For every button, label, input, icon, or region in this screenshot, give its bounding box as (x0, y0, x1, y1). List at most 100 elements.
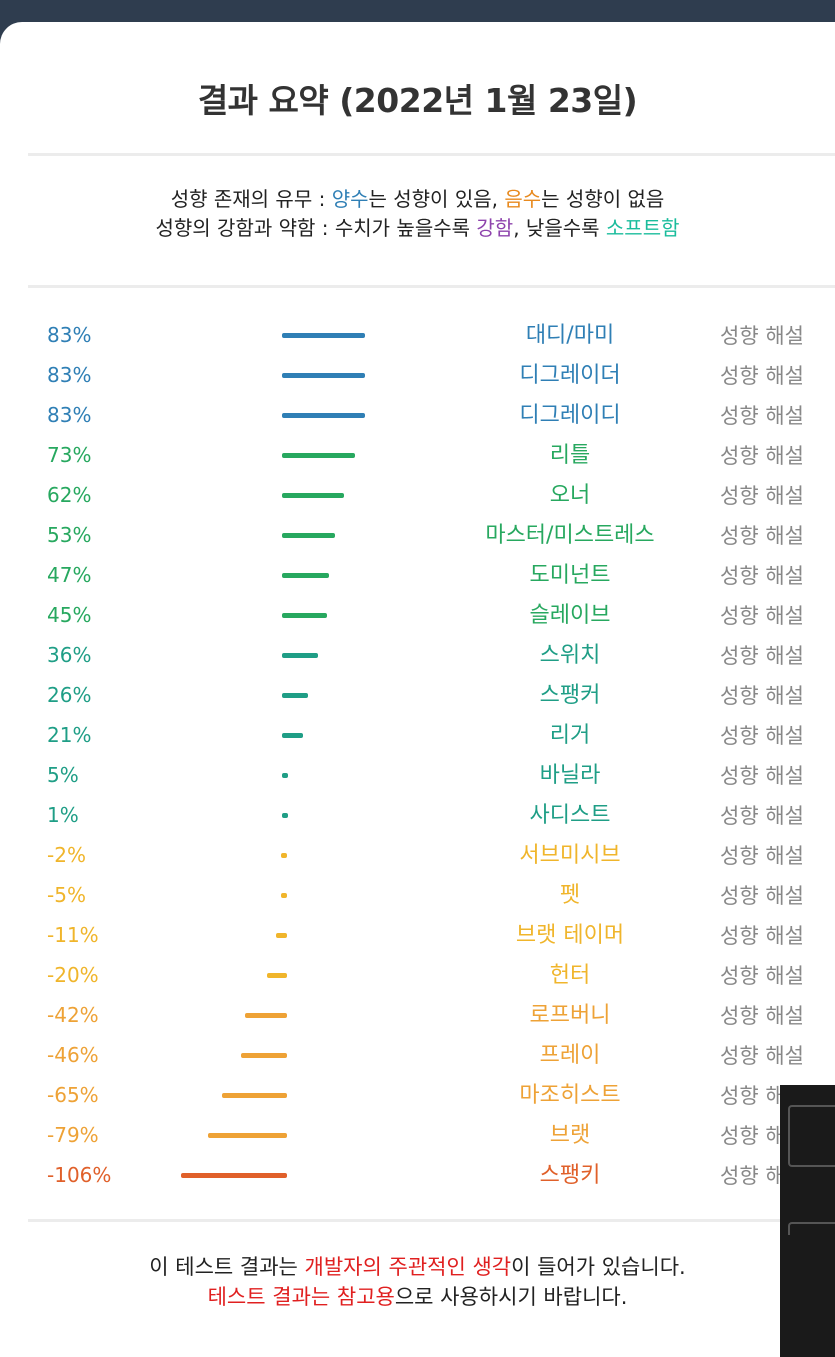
result-name[interactable]: 사디스트 (529, 803, 611, 828)
disclaimer-line-1: 이 테스트 결과는 개발자의 주관적인 생각이 들어가 있습니다. (149, 1255, 686, 1279)
result-name[interactable]: 바닐라 (539, 763, 601, 788)
result-bar (282, 413, 365, 418)
result-name[interactable]: 브랫 테이머 (515, 923, 625, 948)
legend-line-2: 성향의 강함과 약함 : 수치가 높을수록 강함, 낮을수록 소프트함 (155, 216, 680, 240)
divider (28, 153, 835, 156)
result-row: 21% 리거 성향 해설 (0, 722, 835, 762)
result-name[interactable]: 스팽커 (539, 683, 601, 708)
result-name[interactable]: 도미넌트 (529, 563, 611, 588)
result-bar (282, 693, 308, 698)
interpretation-link[interactable]: 성향 해설 (720, 804, 804, 828)
result-bar (281, 853, 287, 858)
result-row: 47% 도미넌트 성향 해설 (0, 562, 835, 602)
result-percent: 83% (47, 323, 92, 347)
interpretation-link[interactable]: 성향 해설 (720, 924, 804, 948)
result-name[interactable]: 디그레이더 (519, 363, 621, 388)
result-name[interactable]: 리거 (549, 723, 591, 748)
result-name[interactable]: 슬레이브 (529, 603, 611, 628)
result-row: 26% 스팽커 성향 해설 (0, 682, 835, 722)
result-percent: 5% (47, 763, 79, 787)
result-percent: 45% (47, 603, 92, 627)
result-row: 1% 사디스트 성향 해설 (0, 802, 835, 842)
result-row: -106% 스팽키 성향 해설 (0, 1162, 835, 1202)
result-row: -46% 프레이 성향 해설 (0, 1042, 835, 1082)
interpretation-link[interactable]: 성향 해설 (720, 684, 804, 708)
disclaimer: 이 테스트 결과는 개발자의 주관적인 생각이 들어가 있습니다. 테스트 결과… (0, 1252, 835, 1312)
interpretation-link[interactable]: 성향 해설 (720, 404, 804, 428)
result-percent: 62% (47, 483, 92, 507)
interpretation-link[interactable]: 성향 해설 (720, 484, 804, 508)
interpretation-link[interactable]: 성향 해설 (720, 964, 804, 988)
result-row: 45% 슬레이브 성향 해설 (0, 602, 835, 642)
interpretation-link[interactable]: 성향 해설 (720, 1044, 804, 1068)
result-bar (181, 1173, 287, 1178)
result-bar (282, 493, 344, 498)
result-row: 83% 대디/마미 성향 해설 (0, 322, 835, 362)
result-percent: -20% (47, 963, 99, 987)
interpretation-link[interactable]: 성향 해설 (720, 764, 804, 788)
result-name[interactable]: 스팽키 (539, 1163, 601, 1188)
interpretation-link[interactable]: 성향 해설 (720, 844, 804, 868)
result-name[interactable]: 오너 (549, 483, 591, 508)
result-bar (282, 453, 355, 458)
result-row: 73% 리틀 성향 해설 (0, 442, 835, 482)
result-percent: 73% (47, 443, 92, 467)
result-name[interactable]: 스위치 (539, 643, 601, 668)
result-bar (245, 1013, 287, 1018)
floating-overlay (780, 1085, 835, 1284)
interpretation-link[interactable]: 성향 해설 (720, 604, 804, 628)
result-percent: -5% (47, 883, 86, 907)
result-percent: 21% (47, 723, 92, 747)
interpretation-link[interactable]: 성향 해설 (720, 564, 804, 588)
result-percent: 47% (47, 563, 92, 587)
result-name[interactable]: 마조히스트 (519, 1083, 621, 1108)
result-row: 36% 스위치 성향 해설 (0, 642, 835, 682)
result-name[interactable]: 펫 (559, 883, 581, 908)
result-name[interactable]: 로프버니 (529, 1003, 611, 1028)
floating-overlay (780, 1235, 835, 1357)
interpretation-link[interactable]: 성향 해설 (720, 324, 804, 348)
result-name[interactable]: 리틀 (549, 443, 591, 468)
result-bar (222, 1093, 287, 1098)
result-bar (276, 933, 287, 938)
result-row: -5% 펫 성향 해설 (0, 882, 835, 922)
result-bar (282, 733, 303, 738)
result-bar (282, 533, 335, 538)
result-bar (282, 333, 365, 338)
result-percent: 83% (47, 363, 92, 387)
result-percent: -42% (47, 1003, 99, 1027)
result-row: 83% 디그레이더 성향 해설 (0, 362, 835, 402)
legend-line-1: 성향 존재의 유무 : 양수는 성향이 있음, 음수는 성향이 없음 (170, 187, 665, 211)
result-name[interactable]: 브랫 (549, 1123, 591, 1148)
interpretation-link[interactable]: 성향 해설 (720, 524, 804, 548)
result-percent: 26% (47, 683, 92, 707)
interpretation-link[interactable]: 성향 해설 (720, 724, 804, 748)
result-row: 62% 오너 성향 해설 (0, 482, 835, 522)
result-name[interactable]: 프레이 (539, 1043, 601, 1068)
result-name[interactable]: 대디/마미 (525, 323, 615, 348)
result-row: -20% 헌터 성향 해설 (0, 962, 835, 1002)
interpretation-link[interactable]: 성향 해설 (720, 644, 804, 668)
result-name[interactable]: 헌터 (549, 963, 591, 988)
result-percent: -46% (47, 1043, 99, 1067)
result-name[interactable]: 디그레이디 (519, 403, 621, 428)
result-row: -11% 브랫 테이머 성향 해설 (0, 922, 835, 962)
result-name[interactable]: 마스터/미스트레스 (485, 523, 655, 548)
result-card: 결과 요약 (2022년 1월 23일) 성향 존재의 유무 : 양수는 성향이… (0, 22, 835, 1357)
result-percent: -65% (47, 1083, 99, 1107)
result-percent: 53% (47, 523, 92, 547)
result-bar (241, 1053, 287, 1058)
interpretation-link[interactable]: 성향 해설 (720, 444, 804, 468)
result-percent: -106% (47, 1163, 112, 1187)
result-row: 5% 바닐라 성향 해설 (0, 762, 835, 802)
result-percent: -79% (47, 1123, 99, 1147)
interpretation-link[interactable]: 성향 해설 (720, 1004, 804, 1028)
result-row: -2% 서브미시브 성향 해설 (0, 842, 835, 882)
result-bar (281, 893, 287, 898)
interpretation-link[interactable]: 성향 해설 (720, 364, 804, 388)
result-bar (282, 653, 318, 658)
overlay-button[interactable] (788, 1105, 835, 1167)
legend: 성향 존재의 유무 : 양수는 성향이 있음, 음수는 성향이 없음 성향의 강… (0, 185, 835, 243)
interpretation-link[interactable]: 성향 해설 (720, 884, 804, 908)
result-name[interactable]: 서브미시브 (519, 843, 621, 868)
